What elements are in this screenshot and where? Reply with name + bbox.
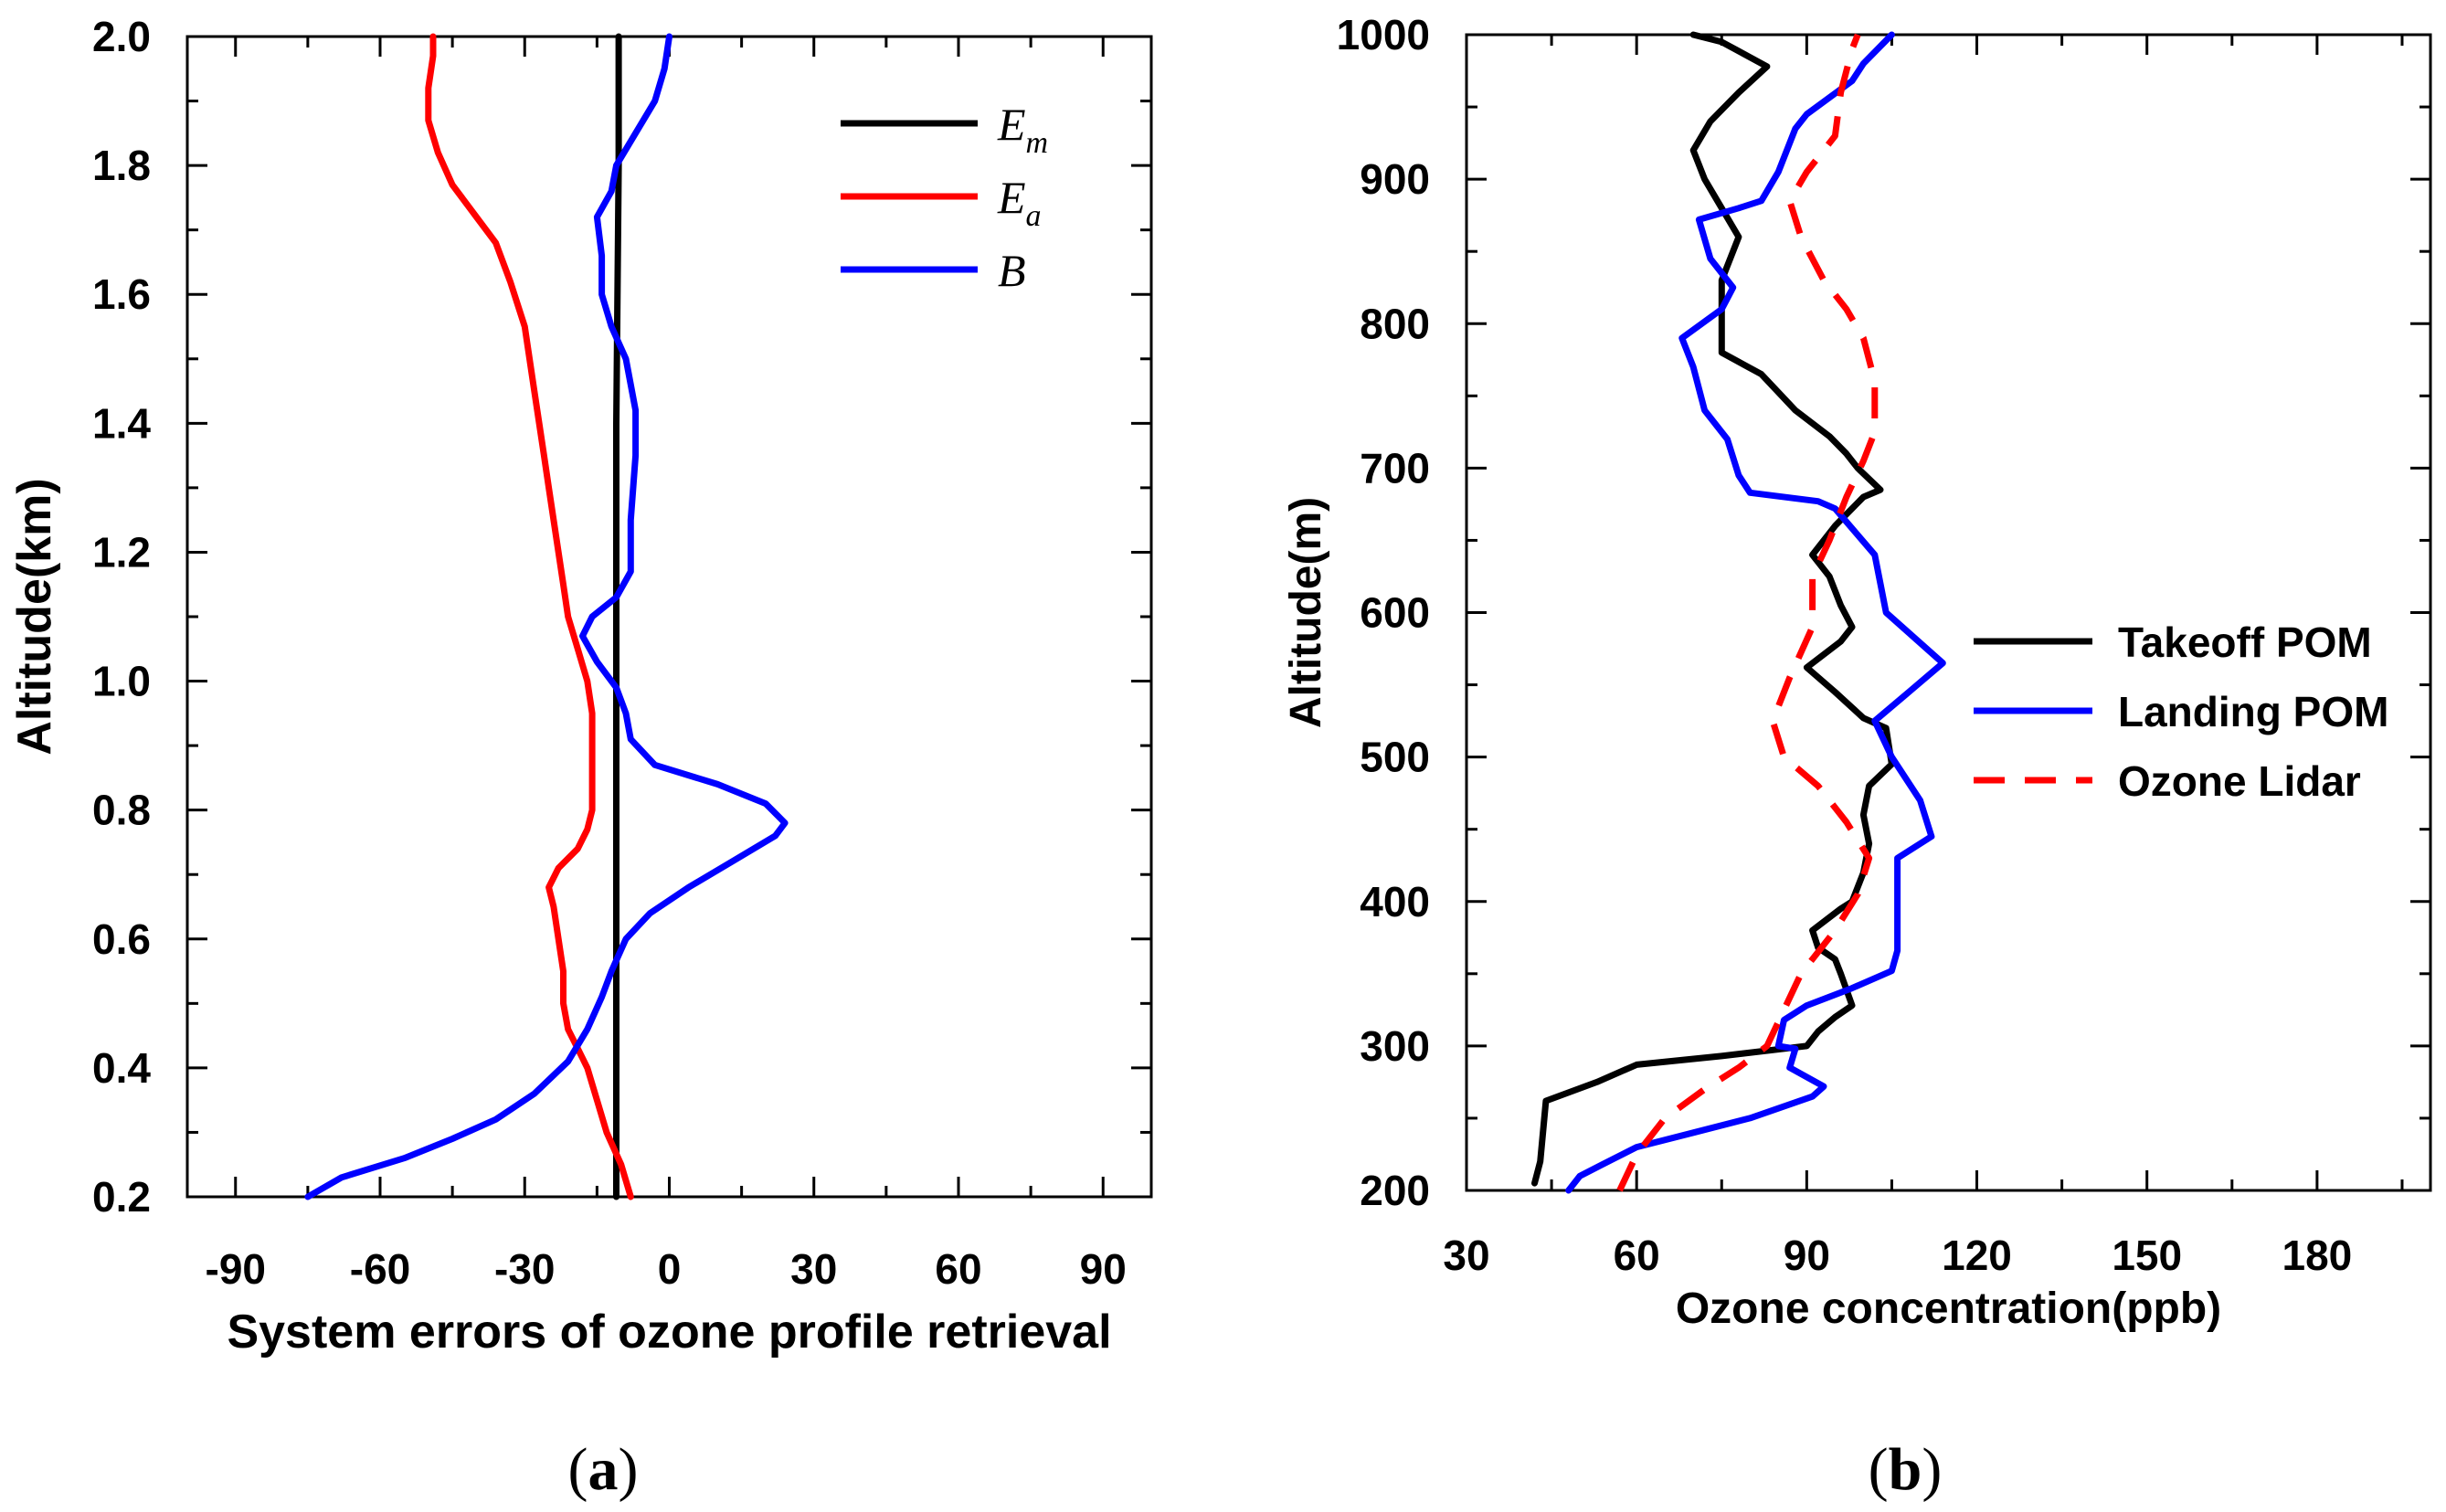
legend-label-subscript: m: [1026, 126, 1049, 160]
legend-label-main: B: [998, 245, 1026, 296]
y-tick-label: 2.0: [92, 13, 151, 60]
panel-b-chart: 30 60 90 120 150 180 200 300 400 500 600 700 800 900 1…: [1282, 11, 2432, 1503]
panel-label-close: ): [619, 1436, 639, 1503]
panel-label-open: (: [568, 1436, 588, 1503]
y-tick-label: 1.0: [92, 658, 151, 705]
y-tick-label: 1.6: [92, 270, 151, 318]
x-tick-label: 60: [935, 1245, 981, 1293]
x-tick-label: 90: [1784, 1232, 1830, 1279]
panel-label: (b): [1869, 1436, 1943, 1503]
y-tick-label: 0.6: [92, 915, 151, 963]
legend-label-0: Takeoff POM: [2118, 619, 2372, 666]
legend-label-main: E: [997, 172, 1026, 223]
x-tick-label: 60: [1614, 1232, 1660, 1279]
series-line-2: [304, 33, 789, 1200]
panel-label: (a): [568, 1436, 639, 1503]
x-tick-label: 180: [2282, 1232, 2353, 1279]
y-tick-label: 800: [1360, 300, 1430, 347]
panel-label-letter: b: [1889, 1436, 1922, 1503]
series-line-0: [613, 33, 622, 1200]
x-tick-label: 30: [1443, 1232, 1489, 1279]
x-tick-label: 30: [790, 1245, 837, 1293]
y-tick-label: 400: [1360, 878, 1430, 925]
x-tick-label: -30: [494, 1245, 555, 1293]
legend-label-1: Landing POM: [2118, 688, 2388, 735]
y-tick-label: 900: [1360, 155, 1430, 203]
series-line-2: [1616, 33, 1879, 1192]
y-tick-label: 1000: [1337, 11, 1430, 58]
legend-label-main: E: [997, 99, 1026, 150]
panel-label-open: (: [1869, 1436, 1889, 1503]
y-tick-label: 700: [1360, 444, 1430, 492]
panel-label-close: ): [1922, 1436, 1942, 1503]
y-tick-label: 500: [1360, 734, 1430, 781]
y-tick-label: 0.2: [92, 1173, 151, 1221]
legend-label-2: Ozone Lidar: [2118, 757, 2361, 805]
y-axis-title: Altitude(km): [8, 478, 61, 755]
series-line-0: [1531, 31, 1895, 1187]
series-line-1: [1565, 31, 1946, 1194]
legend-label-subscript: a: [1026, 199, 1042, 233]
y-tick-label: 200: [1360, 1167, 1430, 1214]
y-tick-label: 1.4: [92, 399, 151, 447]
y-tick-label: 0.4: [92, 1044, 151, 1092]
y-tick-label: 600: [1360, 589, 1430, 637]
series-line-1: [425, 33, 634, 1200]
y-tick-label: 1.2: [92, 528, 151, 576]
x-tick-label: -60: [350, 1245, 410, 1293]
y-tick-label: 300: [1360, 1022, 1430, 1070]
x-tick-label: 90: [1080, 1245, 1127, 1293]
panel-a-chart: -90 -60 -30 0 30 60 90 0.2 0.4 0.6 0.8 1.0 1.2 1.4 1.6…: [8, 13, 1153, 1503]
panel-label-letter: a: [588, 1436, 619, 1503]
legend-label-0: Em: [997, 99, 1048, 160]
y-tick-label: 0.8: [92, 787, 151, 834]
y-tick-label: 1.8: [92, 142, 151, 189]
y-axis-title: Altitude(m): [1282, 497, 1330, 728]
x-tick-label: 0: [658, 1245, 682, 1293]
legend-label-2: B: [998, 245, 1026, 296]
x-tick-label: 150: [2112, 1232, 2182, 1279]
x-axis-title: Ozone concentration(ppb): [1676, 1285, 2221, 1333]
plot-frame: [1465, 33, 2432, 1192]
x-tick-label: -90: [206, 1245, 266, 1293]
legend-label-1: Ea: [997, 172, 1042, 233]
x-tick-label: 120: [1942, 1232, 2012, 1279]
x-axis-title: System errors of ozone profile retrieval: [227, 1306, 1111, 1359]
